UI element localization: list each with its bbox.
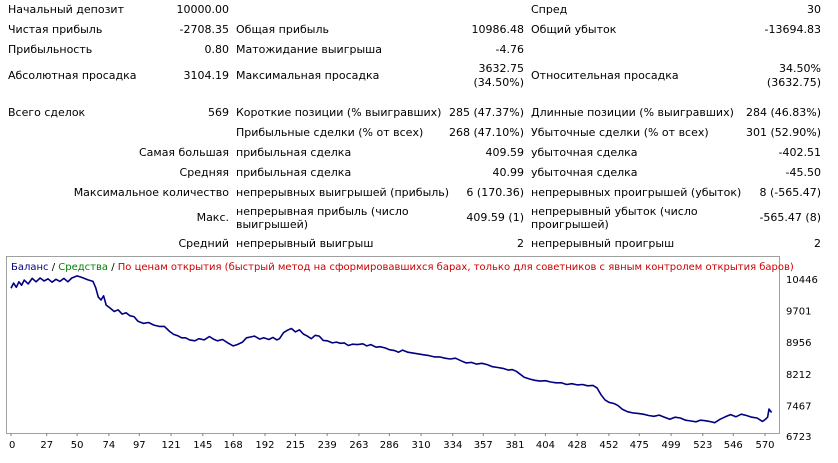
stat-cell: 30 xyxy=(807,3,821,16)
chart-legend: Баланс / Средства / По ценам открытия (б… xyxy=(11,262,794,273)
stat-cell: 409.59 xyxy=(485,146,525,159)
stat-cell: -13694.83 xyxy=(764,23,821,36)
x-tick-label: 74 xyxy=(103,440,116,451)
stat-cell: непрерывных выигрышей (прибыль) xyxy=(236,186,450,199)
stat-cell: -565.47 (8) xyxy=(759,211,821,224)
stat-cell: -402.51 xyxy=(778,146,821,159)
stat-cell: Прибыльность xyxy=(8,43,93,56)
stat-cell: 10000.00 xyxy=(176,3,230,16)
stat-cell: Длинные позиции (% выигравших) xyxy=(531,106,734,119)
y-tick-label: 10446 xyxy=(786,275,818,286)
stat-cell: (3632.75) xyxy=(766,76,821,89)
x-tick-label: 239 xyxy=(318,440,337,451)
x-tick-label: 310 xyxy=(412,440,431,451)
stat-cell: Макс. xyxy=(196,211,229,224)
stat-cell: 6 (170.36) xyxy=(466,186,524,199)
stat-cell: Максимальная просадка xyxy=(236,69,380,82)
legend-separator: / xyxy=(108,262,118,273)
stat-cell: непрерывный убыток (число xyxy=(531,205,698,218)
stat-cell: 409.59 (1) xyxy=(466,211,524,224)
stat-cell: выигрышей) xyxy=(236,218,309,231)
stat-cell: 8 (-565.47) xyxy=(759,186,821,199)
stat-cell: Короткие позиции (% выигравших) xyxy=(236,106,442,119)
stat-cell: 301 (52.90%) xyxy=(745,126,821,139)
legend-test-mode: По ценам открытия (быстрый метод на сфор… xyxy=(117,262,794,273)
x-tick-label: 97 xyxy=(133,440,146,451)
x-tick-label: 121 xyxy=(162,440,181,451)
stat-cell: Начальный депозит xyxy=(8,3,124,16)
stat-cell: 268 (47.10%) xyxy=(448,126,524,139)
stat-cell: 284 (46.83%) xyxy=(745,106,821,119)
x-tick-label: 404 xyxy=(536,440,555,451)
legend-equity: Средства xyxy=(58,262,109,273)
x-tick-label: 357 xyxy=(474,440,493,451)
y-tick-label: 8956 xyxy=(786,338,811,349)
stat-cell: Средняя xyxy=(179,166,229,179)
stat-cell: прибыльная сделка xyxy=(236,166,352,179)
stat-cell: 569 xyxy=(208,106,229,119)
stat-cell: Самая большая xyxy=(138,146,229,159)
stat-cell: Абсолютная просадка xyxy=(8,69,137,82)
x-tick-label: 27 xyxy=(40,440,53,451)
stat-cell: Прибыльные сделки (% от всех) xyxy=(236,126,424,139)
stat-cell: 10986.48 xyxy=(471,23,525,36)
x-tick-label: 0 xyxy=(9,440,15,451)
stat-cell: прибыльная сделка xyxy=(236,146,352,159)
stat-cell: 285 (47.37%) xyxy=(448,106,524,119)
x-tick-label: 334 xyxy=(443,440,462,451)
stat-cell: -45.50 xyxy=(785,166,821,179)
stat-cell: 2 xyxy=(814,237,821,250)
x-tick-label: 381 xyxy=(505,440,524,451)
stat-cell: непрерывный выигрыш xyxy=(236,237,374,250)
stat-cell: убыточная сделка xyxy=(531,146,638,159)
stat-cell: Всего сделок xyxy=(8,106,86,119)
x-tick-label: 50 xyxy=(71,440,84,451)
y-tick-label: 7467 xyxy=(786,401,811,412)
stat-cell: непрерывных проигрышей (убыток) xyxy=(531,186,742,199)
x-tick-label: 215 xyxy=(286,440,305,451)
chart-area xyxy=(6,256,780,434)
stat-cell: Спред xyxy=(531,3,568,16)
stat-cell: Матожидание выигрыша xyxy=(236,43,382,56)
legend-balance: Баланс xyxy=(11,262,49,273)
x-tick-label: 145 xyxy=(193,440,212,451)
legend-separator: / xyxy=(48,262,59,273)
stat-cell: Общая прибыль xyxy=(236,23,329,36)
x-tick-label: 452 xyxy=(599,440,618,451)
stat-cell: 2 xyxy=(517,237,524,250)
stat-cell: Относительная просадка xyxy=(531,69,679,82)
stat-cell: 3104.19 xyxy=(183,69,230,82)
stat-cell: непрерывный проигрыш xyxy=(531,237,675,250)
stat-cell: проигрышей) xyxy=(531,218,609,231)
y-tick-label: 9701 xyxy=(786,307,811,318)
stat-cell: (34.50%) xyxy=(473,76,524,89)
x-tick-label: 428 xyxy=(568,440,587,451)
x-tick-label: 168 xyxy=(224,440,243,451)
stat-cell: Общий убыток xyxy=(531,23,617,36)
x-tick-label: 523 xyxy=(693,440,712,451)
stat-cell: -2708.35 xyxy=(179,23,229,36)
y-tick-label: 6723 xyxy=(786,432,811,443)
balance-line xyxy=(10,275,773,424)
stat-cell: 3632.75 xyxy=(478,62,525,75)
stat-cell: убыточная сделка xyxy=(531,166,638,179)
stat-cell: 40.99 xyxy=(492,166,525,179)
x-tick-label: 499 xyxy=(662,440,681,451)
stat-cell: Средний xyxy=(178,237,229,250)
stat-cell: непрерывная прибыль (число xyxy=(236,205,409,218)
x-tick-label: 546 xyxy=(724,440,743,451)
stat-cell: -4.76 xyxy=(495,43,524,56)
y-tick-label: 8212 xyxy=(786,370,811,381)
x-tick-label: 570 xyxy=(755,440,774,451)
stat-cell: Максимальное количество xyxy=(73,186,229,199)
x-tick-label: 192 xyxy=(255,440,274,451)
stat-cell: Убыточные сделки (% от всех) xyxy=(531,126,709,139)
stat-cell: 0.80 xyxy=(204,43,230,56)
stat-cell: Чистая прибыль xyxy=(8,23,103,36)
stat-cell: 34.50% xyxy=(779,62,821,75)
x-tick-label: 263 xyxy=(349,440,368,451)
x-tick-label: 286 xyxy=(380,440,399,451)
x-tick-label: 475 xyxy=(630,440,649,451)
